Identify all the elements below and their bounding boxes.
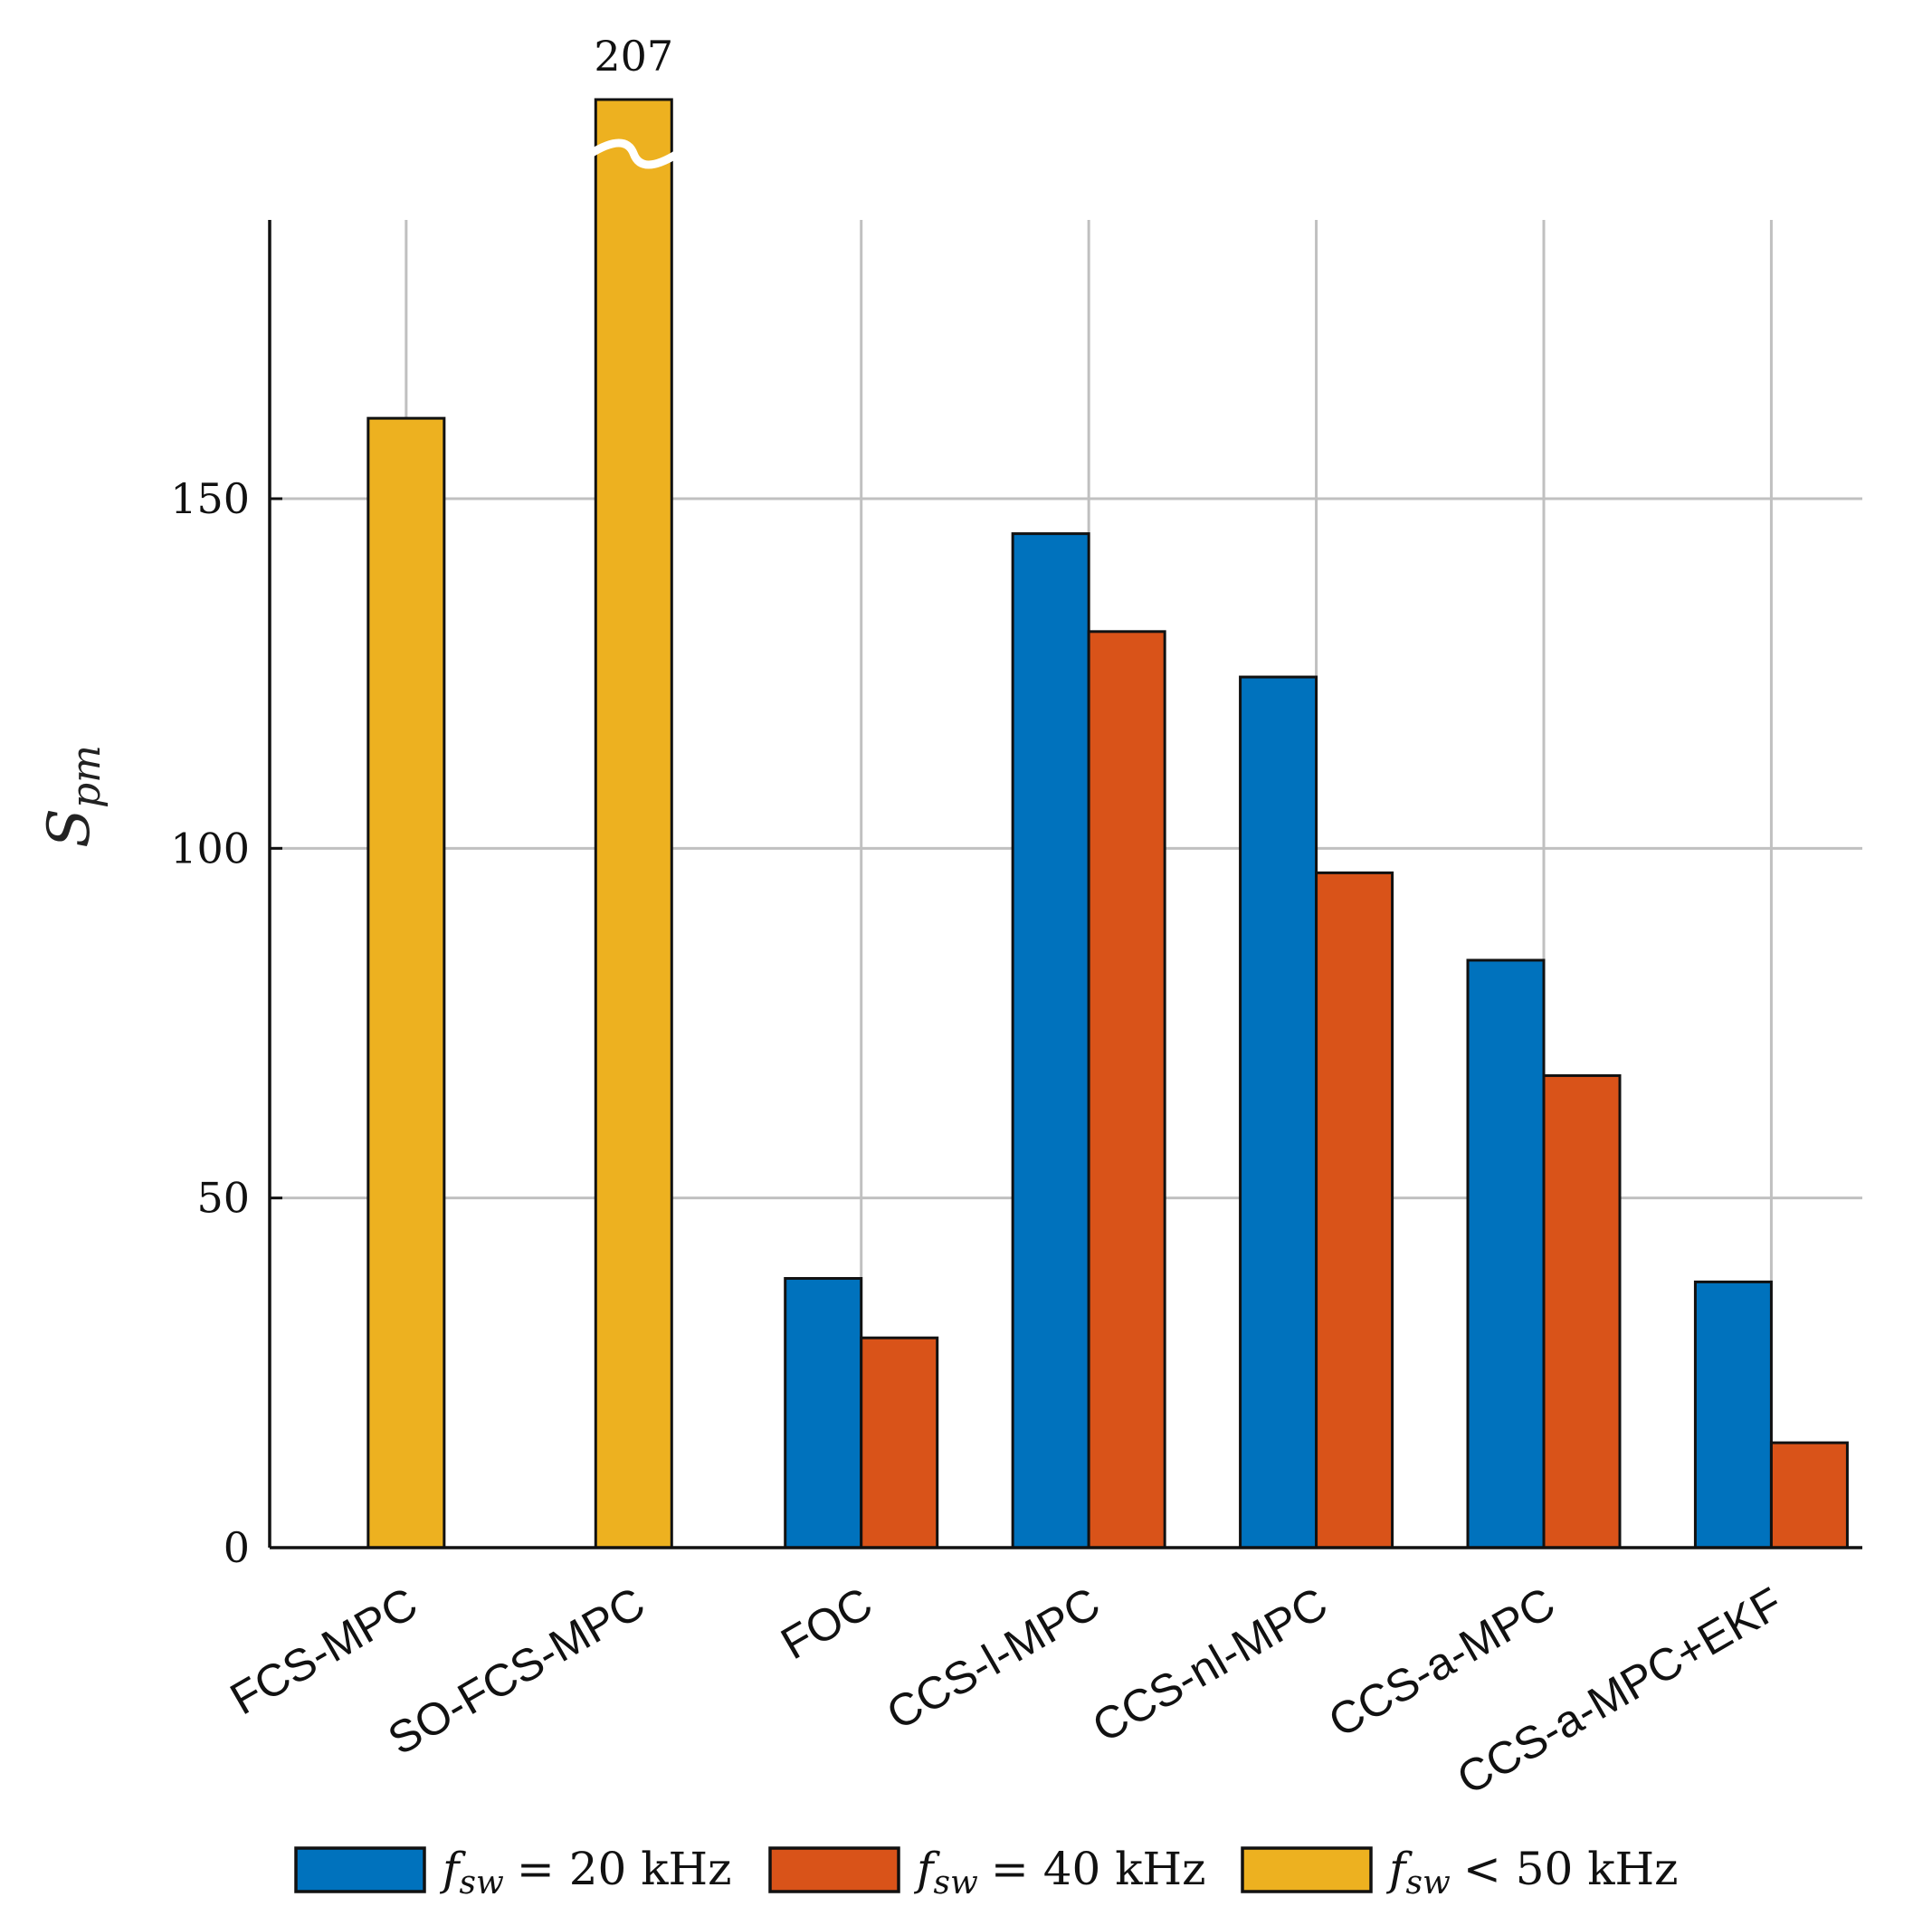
y-axis-label-sub: pm [63,745,109,808]
legend-swatch-1 [294,1846,426,1893]
bar-ccs-l-mpc-series-1 [1011,532,1090,1549]
bar-fcs-mpc-series-3 [366,416,446,1549]
axis-break-mark [587,138,680,169]
legend-label-3: fsw <50 kHz [1385,1843,1678,1902]
bar-ccs-a-mpc-ekf-series-2 [1769,1441,1849,1549]
bar-ccs-a-mpc-series-2 [1542,1073,1622,1549]
bars [366,98,1849,1549]
x-tick-label: SO-FCS-MPC [380,1578,653,1765]
y-tick-label: 150 [170,474,250,523]
bar-ccs-nl-mpc-series-1 [1239,675,1318,1549]
x-tick-label: CCS-nl-MPC [1084,1578,1336,1752]
x-tick-label: FOC [773,1578,880,1669]
y-axis-label: Spm [36,745,109,848]
y-tick-label: 0 [224,1523,250,1572]
legend-swatch-3 [1241,1846,1373,1893]
y-tick-labels: 0 50 100 150 [170,474,250,1572]
bar-ccs-a-mpc-series-1 [1466,958,1546,1549]
bar-ccs-nl-mpc-series-2 [1315,871,1394,1549]
bar-ccs-l-mpc-series-2 [1087,630,1166,1549]
axes [268,220,1862,1549]
legend-label-1: fsw = 20 kHz [439,1843,731,1902]
legend-swatch-2 [768,1846,900,1893]
legend: fsw = 20 kHz fsw = 40 kHz fsw <50 kHz [294,1843,1678,1902]
x-tick-label: FCS-MPC [222,1578,425,1724]
bar-so-fcs-mpc-series-3 [594,98,673,1549]
y-tick-label: 50 [196,1174,250,1223]
bar-ccs-a-mpc-ekf-series-1 [1693,1280,1773,1549]
x-tick-label: CCS-l-MPC [879,1578,1109,1740]
bar-foc-series-1 [784,1277,863,1549]
legend-label-2: fsw = 40 kHz [913,1843,1205,1902]
annotations: 207 [587,32,680,169]
data-label-207: 207 [594,32,673,81]
y-tick-label: 100 [170,824,250,872]
y-axis-label-main: S [36,808,103,848]
bar-foc-series-2 [860,1336,939,1549]
